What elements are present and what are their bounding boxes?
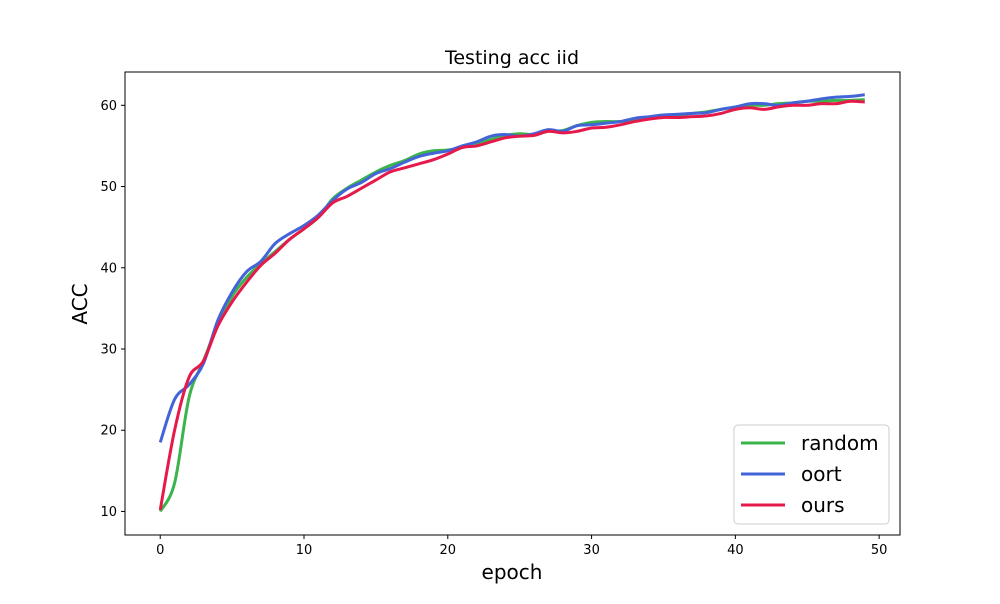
series-layer [158,93,865,513]
legend-box [733,424,890,525]
legend-label-random: random [801,431,879,455]
x-tick-label: 20 [440,543,457,558]
x-axis: 0 10 20 30 40 50 [156,535,887,558]
x-tick-label: 50 [871,543,888,558]
y-tick-label: 30 [100,342,117,357]
y-axis: 10 20 30 40 50 60 [100,99,125,520]
x-axis-label: epoch [482,560,543,584]
x-tick-label: 0 [156,543,164,558]
legend-label-ours: ours [801,493,845,517]
plot-frame [124,71,901,536]
x-tick-label: 10 [296,543,313,558]
y-tick-label: 20 [100,424,117,439]
x-tick-label: 40 [727,543,744,558]
chart-title: Testing acc iid [444,47,579,69]
legend: random oort ours [733,424,890,525]
series-line-ours [158,99,865,511]
legend-label-oort: oort [801,462,842,486]
x-tick-label: 30 [583,543,600,558]
y-tick-label: 50 [100,180,117,195]
y-tick-label: 60 [100,99,117,114]
y-tick-label: 10 [100,505,117,520]
series-line-oort [158,93,865,443]
y-axis-label: ACC [68,283,92,324]
y-tick-label: 40 [100,261,117,276]
